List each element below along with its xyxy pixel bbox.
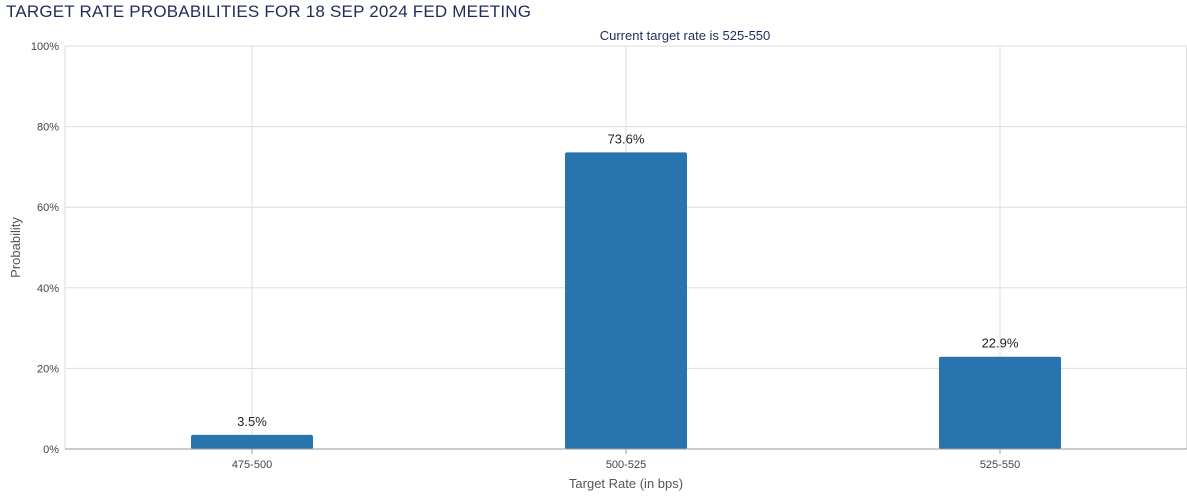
bars <box>191 152 1061 449</box>
x-tick-label: 500-525 <box>606 459 646 471</box>
x-tick-label: 525-550 <box>980 459 1020 471</box>
y-tick-label: 100% <box>31 41 59 53</box>
chart-subtitle: Current target rate is 525-550 <box>599 28 771 43</box>
data-labels: 3.5% 73.6% 22.9% <box>237 131 1019 429</box>
bar <box>939 356 1061 449</box>
chart-title: TARGET RATE PROBABILITIES FOR 18 SEP 202… <box>6 2 532 21</box>
bar-data-label: 3.5% <box>237 414 267 429</box>
x-tick-label: 475-500 <box>232 459 272 471</box>
bar <box>565 152 687 449</box>
y-tick-label: 80% <box>37 122 59 134</box>
y-tick-label: 20% <box>37 363 59 375</box>
y-tick-label: 40% <box>37 283 59 295</box>
bar <box>191 434 313 449</box>
bar-data-label: 73.6% <box>608 131 645 146</box>
bar-data-label: 22.9% <box>982 336 1019 351</box>
y-axis-title: Probability <box>8 217 23 278</box>
y-tick-label: 0% <box>43 444 59 456</box>
axes: 0% 20% 40% 60% 80% 100% 475-500 500-525 525-550 <box>31 41 1187 471</box>
x-axis-title: Target Rate (in bps) <box>569 476 683 491</box>
y-tick-label: 60% <box>37 202 59 214</box>
